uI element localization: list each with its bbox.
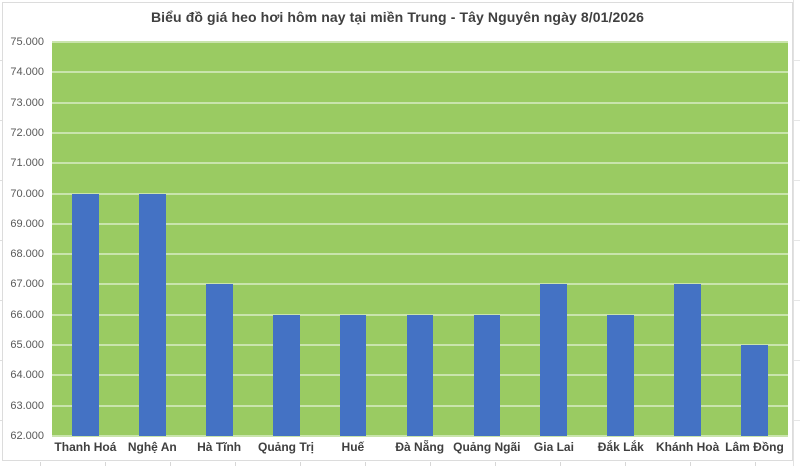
y-tick-label: 74.000	[10, 66, 44, 79]
bar-Khánh Hoà[interactable]	[674, 284, 701, 436]
bar-slot	[387, 42, 454, 436]
worksheet-column-gridline-stub	[365, 462, 366, 466]
gridline	[52, 101, 788, 104]
worksheet-row-gridline-stub	[794, 360, 800, 361]
worksheet-row-gridline-stub	[794, 420, 800, 421]
worksheet-row-gridline-stub	[794, 300, 800, 301]
bar-Quảng Trị[interactable]	[272, 314, 300, 436]
gridline	[52, 162, 788, 165]
y-tick-label: 65.000	[10, 339, 44, 352]
x-axis: Thanh Hoá Nghệ An Hà Tĩnh Quảng Trị Huế Đà Nẵ…	[52, 440, 788, 460]
worksheet-column-gridline-stub	[755, 462, 756, 466]
gridline	[52, 253, 788, 256]
bar-Quảng Ngãi[interactable]	[473, 314, 501, 436]
worksheet-row-gridline-stub	[0, 180, 2, 181]
bar-series	[52, 42, 788, 436]
x-tick-label: Đắk Lắk	[597, 440, 644, 454]
bar-Huế[interactable]	[339, 314, 367, 436]
x-tick-label: Thanh Hoá	[54, 440, 117, 454]
worksheet-row-gridline-stub	[794, 180, 800, 181]
plot-area	[52, 41, 788, 437]
worksheet-column-gridline-stub	[690, 462, 691, 466]
x-tick-label: Đà Nẵng	[395, 440, 445, 454]
y-tick-label: 62.000	[10, 430, 44, 442]
bar-slot	[654, 42, 721, 436]
bar-Hà Tĩnh[interactable]	[205, 284, 233, 436]
x-tick-label: Huế	[341, 440, 365, 454]
worksheet-column-gridline-stub	[430, 462, 431, 466]
x-tick-label: Quảng Trị	[258, 440, 315, 454]
gridline	[52, 131, 788, 134]
worksheet-column-gridline-stub	[300, 462, 301, 466]
x-tick-label: Hà Tĩnh	[197, 440, 242, 454]
y-tick-label: 67.000	[10, 278, 44, 291]
worksheet-column-gridline-stub	[105, 462, 106, 466]
y-axis: 75.000 74.000 73.000 72.000 71.000 70.000 69.0…	[3, 36, 47, 442]
worksheet-column-gridline-stub	[170, 462, 171, 466]
y-tick-label: 69.000	[10, 217, 44, 230]
worksheet-column-gridline-stub	[495, 462, 496, 466]
worksheet-row-gridline-stub	[0, 420, 2, 421]
worksheet-row-gridline-stub	[0, 60, 2, 61]
y-tick-label: 75.000	[10, 36, 44, 48]
bar-slot	[453, 42, 520, 436]
x-tick-label: Quảng Ngãi	[453, 440, 521, 454]
chart-object[interactable]: Biểu đồ giá heo hơi hôm nay tại miền Tru…	[2, 2, 793, 461]
bar-Nghệ An[interactable]	[138, 193, 166, 436]
y-tick-label: 66.000	[10, 308, 44, 321]
worksheet-column-gridline-stub	[40, 462, 41, 466]
x-tick-label: Khánh Hoà	[655, 440, 720, 454]
bar-slot	[119, 42, 186, 436]
y-tick-label: 70.000	[10, 187, 44, 200]
bar-slot	[520, 42, 587, 436]
y-tick-label: 68.000	[10, 248, 44, 261]
worksheet-row-gridline-stub	[0, 360, 2, 361]
bar-Gia Lai[interactable]	[540, 284, 568, 436]
gridline	[52, 71, 788, 74]
bar-Lâm Đồng[interactable]	[741, 345, 768, 436]
x-tick-label: Nghệ An	[127, 440, 177, 454]
bar-slot	[253, 42, 320, 436]
worksheet-row-gridline-stub	[0, 120, 2, 121]
bar-slot	[320, 42, 387, 436]
worksheet-gridline-vertical	[793, 0, 794, 466]
gridline	[52, 283, 788, 286]
x-tick-label: Lâm Đồng	[725, 440, 784, 454]
worksheet-column-gridline-stub	[560, 462, 561, 466]
bar-slot	[587, 42, 654, 436]
worksheet-column-gridline-stub	[235, 462, 236, 466]
bar-Thanh Hoá[interactable]	[72, 193, 99, 436]
worksheet-row-gridline-stub	[794, 60, 800, 61]
chart-title: Biểu đồ giá heo hơi hôm nay tại miền Tru…	[150, 9, 645, 25]
y-tick-label: 73.000	[10, 96, 44, 109]
bar-Đà Nẵng[interactable]	[406, 314, 434, 436]
gridline	[52, 313, 788, 316]
gridline	[52, 41, 788, 43]
bar-Đắk Lắk[interactable]	[607, 314, 635, 436]
worksheet-column-gridline-stub	[625, 462, 626, 466]
gridline	[52, 435, 788, 437]
y-tick-label: 72.000	[10, 126, 44, 139]
x-tick-label: Gia Lai	[533, 440, 574, 454]
worksheet-row-gridline-stub	[0, 240, 2, 241]
gridline	[52, 222, 788, 225]
bar-slot	[186, 42, 253, 436]
bar-slot	[721, 42, 788, 436]
y-tick-label: 64.000	[10, 369, 44, 382]
bar-slot	[52, 42, 119, 436]
worksheet-row-gridline-stub	[794, 120, 800, 121]
gridline	[52, 192, 788, 195]
worksheet-row-gridline-stub	[0, 300, 2, 301]
worksheet-row-gridline-stub	[794, 240, 800, 241]
y-tick-label: 71.000	[10, 157, 44, 170]
y-tick-label: 63.000	[10, 399, 44, 412]
